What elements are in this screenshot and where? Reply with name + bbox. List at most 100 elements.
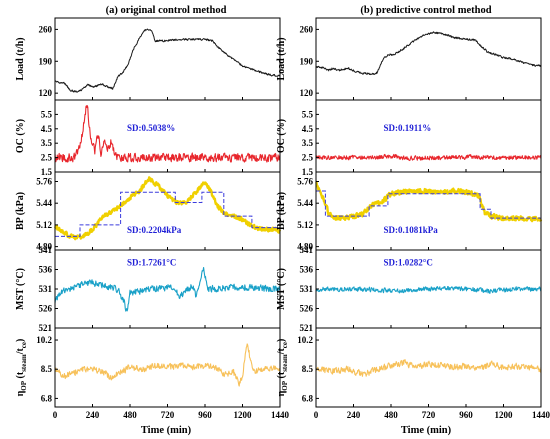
sd-annotation-bp: SD:0.1081kPa	[384, 225, 439, 235]
x-tick-label: 1200	[495, 410, 514, 420]
y-tick-label: 8.5	[41, 364, 53, 374]
panel-grid: 120 190 260 Load (t/h) 120 190 260 Load (t/h) 1.…	[15, 17, 550, 420]
x-tick-label: 960	[459, 410, 473, 420]
series-line-load	[54, 28, 281, 93]
y-tick-label: 521	[39, 323, 53, 333]
x-tick-label: 480	[123, 410, 137, 420]
y-tick-label: 541	[300, 245, 314, 255]
y-tick-label: 3.5	[302, 138, 314, 148]
sd-annotation-mst: SD:1.0282°C	[384, 258, 433, 268]
panel-oc-b: 1.5 2.5 3.5 4.5 5.5 SD:0.1911% OC (%)	[276, 99, 542, 177]
y-tick-label: 8.5	[302, 364, 314, 374]
y-tick-label: 6.8	[302, 393, 314, 403]
panel-frame	[54, 17, 281, 101]
y-tick-label: 5.76	[36, 176, 52, 186]
y-tick-label: 5.5	[302, 109, 314, 119]
y-tick-label: 526	[300, 304, 314, 314]
panel-frame	[315, 171, 542, 251]
y-axis-label-mst: MST (°C)	[276, 268, 287, 310]
y-tick-label: 10.2	[36, 335, 52, 345]
y-tick-label: 1.5	[41, 167, 53, 177]
y-tick-label: 541	[39, 245, 53, 255]
y-tick-label: 1.5	[302, 167, 314, 177]
panel-bp-a: 4.80 5.12 5.44 5.76 SD:0.2204kPa BP (kPa)	[15, 171, 282, 252]
panel-eta-b: 6.8 8.5 10.2 0 240 480 720 960 1200 1440 ηOP (tste…	[276, 327, 550, 420]
y-tick-label: 4.80	[297, 242, 313, 252]
y-tick-label: 5.5	[41, 109, 53, 119]
x-tick-label: 720	[422, 410, 436, 420]
series-line-eta	[54, 343, 281, 387]
setpoint-line	[316, 190, 541, 219]
panel-oc-a: 1.5 2.5 3.5 4.5 5.5 SD:0.5038% OC (%)	[15, 99, 281, 177]
series-line-oc	[54, 105, 281, 163]
y-axis-label-load: Load (t/h)	[15, 37, 26, 80]
series-line-oc	[315, 153, 542, 162]
x-tick-label: 960	[198, 410, 212, 420]
y-tick-label: 190	[300, 56, 314, 66]
y-tick-label: 3.5	[41, 138, 53, 148]
y-axis-label-mst: MST (°C)	[15, 268, 26, 310]
y-tick-label: 5.12	[36, 220, 52, 230]
series-line-bp	[53, 176, 282, 241]
panel-frame	[315, 99, 542, 173]
panel-load-a: 120 190 260 Load (t/h)	[15, 17, 281, 101]
x-tick-label: 1200	[234, 410, 253, 420]
x-axis-label-a: Time (min)	[141, 425, 192, 436]
sd-annotation-oc: SD:0.1911%	[384, 123, 432, 133]
series-line-eta	[315, 359, 542, 377]
y-tick-label: 120	[300, 88, 314, 98]
y-tick-label: 2.5	[302, 153, 314, 163]
sd-annotation-bp: SD:0.2204kPa	[127, 225, 182, 235]
x-tick-label: 240	[347, 410, 361, 420]
setpoint-line	[55, 191, 280, 237]
y-axis-label-eta: ηOP (tsteam/tce)	[276, 339, 289, 397]
y-tick-label: 120	[39, 88, 53, 98]
sd-annotation-mst: SD:1.7261°C	[127, 258, 176, 268]
y-tick-label: 10.2	[297, 335, 313, 345]
y-tick-label: 521	[300, 323, 314, 333]
y-tick-label: 260	[300, 24, 314, 34]
series-line-bp	[315, 180, 543, 223]
y-axis-label-load: Load (t/h)	[276, 37, 287, 80]
y-tick-label: 5.76	[297, 176, 313, 186]
y-tick-label: 2.5	[41, 153, 53, 163]
x-tick-label: 480	[384, 410, 398, 420]
series-line-mst	[315, 285, 542, 294]
y-tick-label: 4.80	[36, 242, 52, 252]
y-tick-label: 260	[39, 24, 53, 34]
x-tick-label: 0	[314, 410, 319, 420]
y-tick-label: 536	[300, 265, 314, 275]
panel-frame	[54, 171, 281, 251]
sd-annotation-oc: SD:0.5038%	[127, 123, 175, 133]
y-tick-label: 5.44	[36, 198, 52, 208]
x-tick-label: 720	[161, 410, 175, 420]
column-title-a: (a) original control method	[106, 5, 227, 16]
y-tick-label: 5.12	[297, 220, 313, 230]
column-title-b: (b) predictive control method	[360, 5, 491, 16]
y-tick-label: 531	[39, 284, 53, 294]
panel-eta-a: 6.8 8.5 10.2 0 240 480 720 960 1200 1440 ηOP (tste…	[15, 327, 290, 420]
series-line-mst	[54, 266, 281, 312]
panel-load-b: 120 190 260 Load (t/h)	[276, 17, 542, 101]
y-tick-label: 6.8	[41, 393, 53, 403]
y-tick-label: 190	[39, 56, 53, 66]
panel-mst-a: 521 526 531 536 541 SD:1.7261°C MST (°C)	[15, 245, 281, 333]
x-tick-label: 1440	[271, 410, 290, 420]
series-line-load	[315, 31, 542, 76]
x-tick-label: 0	[53, 410, 58, 420]
panel-bp-b: 4.80 5.12 5.44 5.76 SD:0.1081kPa BP (kPa)	[276, 171, 543, 252]
y-tick-label: 5.44	[297, 198, 313, 208]
y-tick-label: 531	[300, 284, 314, 294]
x-axis-label-b: Time (min)	[401, 425, 452, 436]
x-tick-label: 240	[86, 410, 100, 420]
panel-mst-b: 521 526 531 536 541 SD:1.0282°C MST (°C)	[276, 245, 542, 333]
y-axis-label-oc: OC (%)	[15, 119, 26, 153]
y-tick-label: 4.5	[302, 124, 314, 134]
y-axis-label-bp: BP (kPa)	[276, 192, 287, 230]
y-tick-label: 526	[39, 304, 53, 314]
y-tick-label: 4.5	[41, 124, 53, 134]
x-tick-label: 1440	[532, 410, 550, 420]
y-tick-label: 536	[39, 265, 53, 275]
y-axis-label-eta: ηOP (tsteam/tce)	[15, 339, 28, 397]
